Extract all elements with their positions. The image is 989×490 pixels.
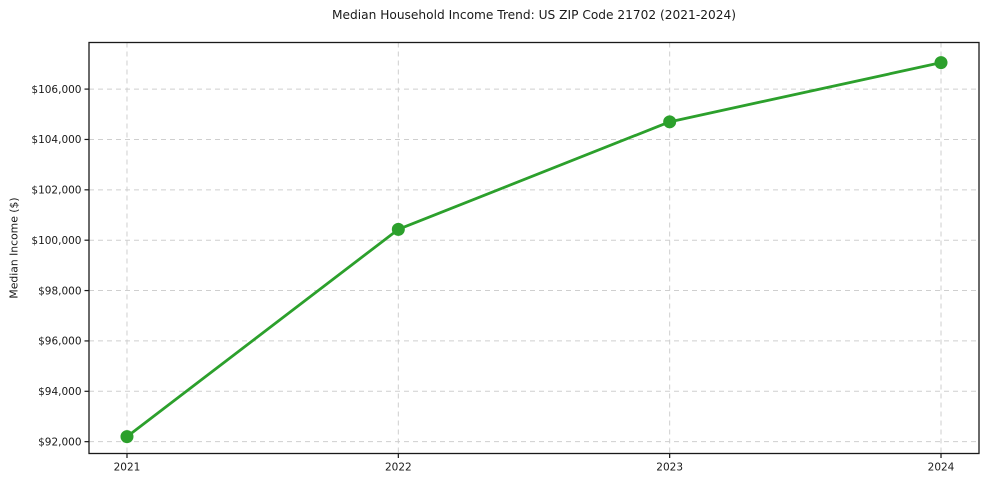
x-tick-label: 2024 <box>928 462 955 474</box>
y-tick-label: $98,000 <box>38 285 81 297</box>
x-tick-label: 2021 <box>114 462 141 474</box>
x-tick-label: 2023 <box>656 462 683 474</box>
data-point-2024 <box>934 56 948 70</box>
y-axis-label: Median Income ($) <box>7 197 21 299</box>
plot-frame <box>88 41 980 455</box>
y-tick-label: $104,000 <box>31 134 81 146</box>
data-point-2021 <box>120 430 134 444</box>
y-tick-label: $94,000 <box>38 386 81 398</box>
data-point-2022 <box>391 222 405 236</box>
data-point-2023 <box>663 115 677 129</box>
y-tick-label: $96,000 <box>38 336 81 348</box>
y-tick-label: $100,000 <box>31 235 81 247</box>
y-tick-label: $102,000 <box>31 185 81 197</box>
y-tick-label: $106,000 <box>31 84 81 96</box>
trend-line <box>125 61 943 439</box>
x-tick-label: 2022 <box>385 462 412 474</box>
chart-title: Median Household Income Trend: US ZIP Co… <box>332 8 736 22</box>
y-tick-label: $92,000 <box>38 436 81 448</box>
